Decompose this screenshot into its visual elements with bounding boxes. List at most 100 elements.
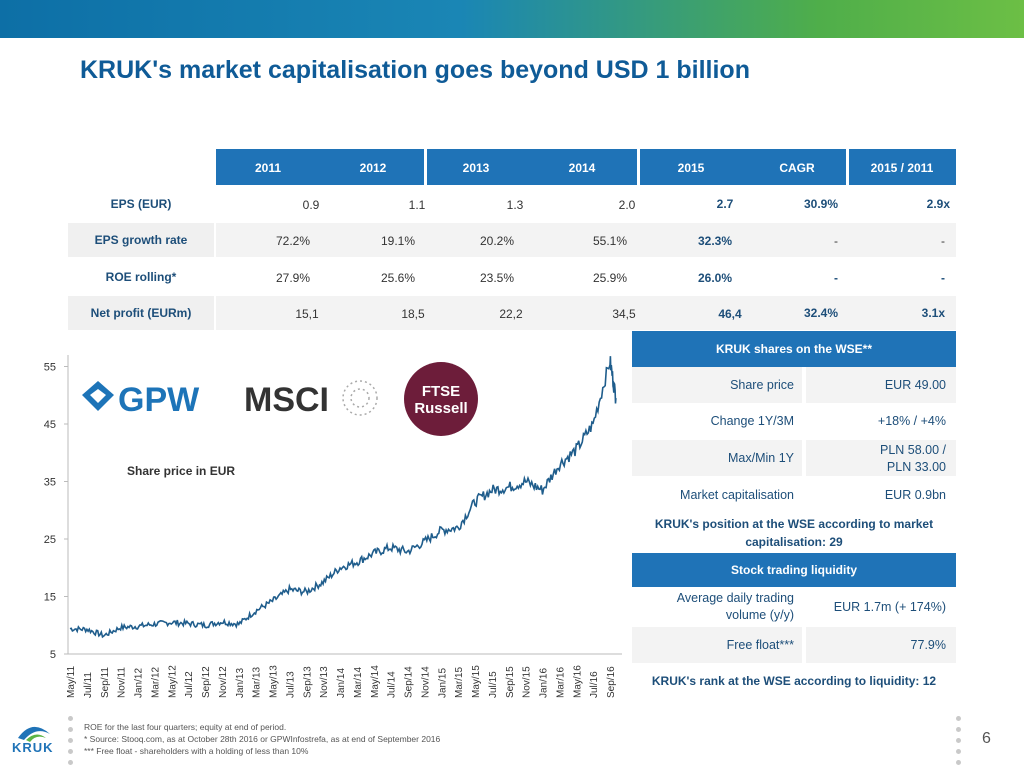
page-title: KRUK's market capitalisation goes beyond… xyxy=(80,56,750,84)
x-tick-label: May/14 xyxy=(370,665,381,698)
table-cell: - xyxy=(941,234,945,248)
table-cell: 25.6% xyxy=(380,271,416,285)
table-row-label: EPS growth rate xyxy=(68,223,214,257)
table-row-background xyxy=(216,223,956,257)
table-cell: 2.9x xyxy=(926,197,950,211)
table-cell: 46,4 xyxy=(718,307,742,321)
panel-label-market-cap: Market capitalisation xyxy=(680,487,794,502)
page-number: 6 xyxy=(982,730,991,747)
chart-marks xyxy=(69,356,617,639)
table-cell: 22,2 xyxy=(499,307,523,321)
liquidity-label-volume-line-1: Average daily trading xyxy=(676,591,794,605)
y-tick-label: 15 xyxy=(44,592,56,604)
y-tick-label: 5 xyxy=(50,649,56,661)
panel-value-change: +18% / +4% xyxy=(877,413,946,428)
table-cell: 0.9 xyxy=(302,198,320,212)
table-cell: 25.9% xyxy=(592,271,628,285)
table-cell: 72.2% xyxy=(275,234,311,248)
table-cell: 20.2% xyxy=(479,234,515,248)
x-tick-label: Jan/15 xyxy=(437,668,448,698)
top-banner xyxy=(0,0,1024,38)
x-tick-label: Sep/15 xyxy=(505,666,516,698)
x-tick-label: Nov/13 xyxy=(319,666,330,698)
share-price-line xyxy=(69,356,617,639)
panel-value-maxmin-line-2: PLN 33.00 xyxy=(886,460,946,474)
market-cap-position-note: KRUK's position at the WSE according to … xyxy=(636,515,952,551)
table-cell: 55.1% xyxy=(592,234,628,248)
table-header-cell: 2014 xyxy=(568,161,596,175)
table-cell: 34,5 xyxy=(612,307,636,321)
liquidity-title: Stock trading liquidity xyxy=(632,553,956,587)
panel-row-background xyxy=(632,440,802,476)
table-header-cell: 2012 xyxy=(359,161,387,175)
table-cell: 2.7 xyxy=(716,197,734,211)
kruk-logo-text: KRUK xyxy=(12,740,54,755)
liquidity-label-volume-line-2: volume (y/y) xyxy=(725,608,794,622)
x-tick-label: May/15 xyxy=(471,665,482,698)
table-header-group-3 xyxy=(640,149,846,185)
panel-value-market-cap: EUR 0.9bn xyxy=(884,487,946,502)
x-tick-label: Sep/14 xyxy=(404,666,415,698)
footnote-source: * Source: Stooq.com, as at October 28th … xyxy=(84,734,441,744)
x-tick-label: Jul/14 xyxy=(387,671,398,698)
x-tick-label: Jan/14 xyxy=(336,668,347,698)
x-tick-label: Nov/15 xyxy=(522,666,533,698)
table-header-cell: 2013 xyxy=(462,161,490,175)
panel-row-background xyxy=(806,367,956,403)
x-tick-label: Nov/14 xyxy=(420,666,431,698)
x-tick-label: May/12 xyxy=(167,665,178,698)
footnote-roe: ROE for the last four quarters; equity a… xyxy=(84,722,287,732)
x-tick-label: Jul/11 xyxy=(83,672,94,698)
table-cell: 1.1 xyxy=(408,198,426,212)
x-tick-label: Mar/12 xyxy=(150,666,161,698)
x-tick-label: May/16 xyxy=(572,665,583,698)
x-tick-label: May/11 xyxy=(66,666,77,698)
kruk-logo: KRUK xyxy=(10,716,58,760)
table-header-group-1 xyxy=(216,149,424,185)
x-tick-label: Nov/11 xyxy=(117,667,128,698)
table-header-cell: 2015 xyxy=(677,161,705,175)
y-tick-label: 55 xyxy=(44,362,56,374)
x-tick-label: Jan/12 xyxy=(134,668,145,698)
table-cell: 18,5 xyxy=(401,307,425,321)
market-cap-note-line-2: capitalisation: 29 xyxy=(745,535,843,549)
gpw-logo-text: GPW xyxy=(118,381,200,419)
x-tick-label: Mar/15 xyxy=(454,666,465,698)
liquidity-rank-note: KRUK's rank at the WSE according to liqu… xyxy=(651,674,937,688)
panel-label-change: Change 1Y/3M xyxy=(710,413,794,428)
panel-row-background xyxy=(632,367,802,403)
x-tick-label: Jul/15 xyxy=(488,671,499,698)
table-cell: - xyxy=(834,271,838,285)
table-cell: 27.9% xyxy=(275,271,311,285)
x-tick-label: Sep/11 xyxy=(100,667,111,698)
panel-title: KRUK shares on the WSE** xyxy=(632,331,956,367)
x-tick-label: Mar/14 xyxy=(353,666,364,698)
chart-title: Share price in EUR xyxy=(127,464,235,478)
index-logos: GPW MSCI FTSE Russell xyxy=(82,362,478,436)
liquidity-value-free-float: 77.9% xyxy=(910,637,946,652)
footer-dots-left xyxy=(68,716,74,771)
table-header-cell: 2011 xyxy=(254,161,282,175)
table-row-label: Net profit (EURm) xyxy=(68,296,214,330)
ftse-russell-logo: FTSE Russell xyxy=(404,362,478,436)
x-tick-label: Jul/13 xyxy=(285,671,296,698)
liquidity-label-volume: Average daily trading volume (y/y) xyxy=(632,589,802,625)
market-cap-note-line-1: KRUK's position at the WSE according to … xyxy=(654,517,934,531)
table-row-label: ROE rolling* xyxy=(105,270,177,284)
x-tick-label: Nov/12 xyxy=(218,666,229,698)
msci-logo: MSCI xyxy=(244,380,378,419)
x-tick-label: Mar/13 xyxy=(252,666,263,698)
x-tick-label: Jan/16 xyxy=(539,668,550,698)
share-price-chart: GPW MSCI FTSE Russell Share price in EUR… xyxy=(44,355,622,698)
gpw-logo: GPW xyxy=(82,381,200,419)
panel-label-maxmin: Max/Min 1Y xyxy=(728,450,794,465)
x-tick-label: Sep/12 xyxy=(201,666,212,698)
panel-row-background xyxy=(632,627,802,663)
panel-row-background xyxy=(806,440,956,476)
table-cell: 3.1x xyxy=(921,306,945,320)
x-tick-label: Sep/13 xyxy=(302,666,313,698)
x-tick-label: Sep/16 xyxy=(606,666,617,698)
table-header-cell: 2015 / 2011 xyxy=(870,161,934,175)
liquidity-label-free-float: Free float*** xyxy=(726,637,794,652)
panel-row-background xyxy=(806,627,956,663)
